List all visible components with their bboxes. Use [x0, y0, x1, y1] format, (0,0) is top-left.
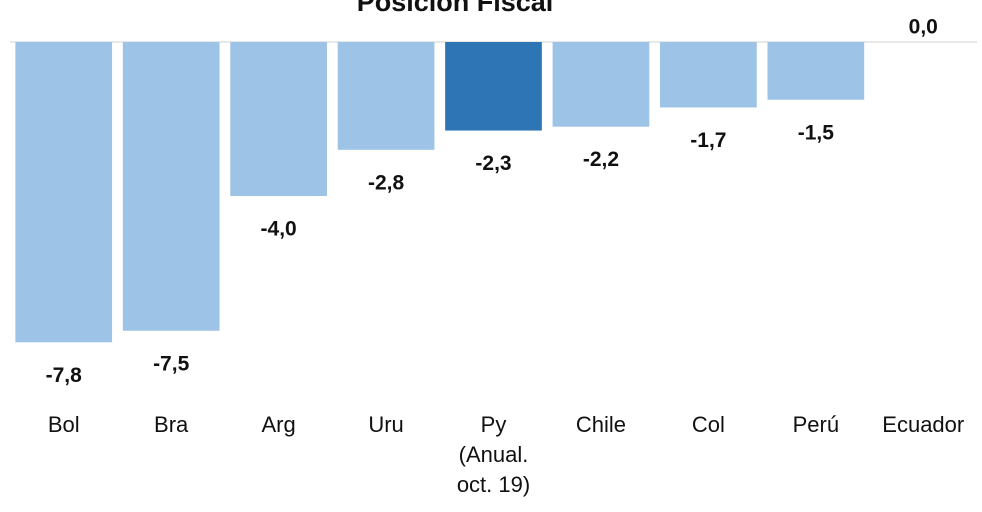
- data-label: -2,3: [475, 152, 511, 175]
- x-tick-label: Perú: [792, 412, 840, 437]
- x-tick-label: Bra: [154, 412, 189, 437]
- bar: [552, 42, 650, 127]
- data-label: -2,8: [368, 171, 405, 194]
- bar: [15, 42, 113, 343]
- x-tick-label: Bol: [47, 412, 80, 437]
- bar: [445, 42, 542, 131]
- x-tick-label: Uru: [368, 412, 404, 437]
- data-label: -4,0: [261, 218, 297, 241]
- bar: [230, 42, 327, 196]
- bar: [122, 42, 220, 331]
- bar: [337, 42, 435, 150]
- x-tick-label: Arg: [261, 412, 296, 437]
- x-tick-label: Col: [691, 412, 725, 437]
- data-label: -7,5: [153, 352, 190, 375]
- bar: [660, 42, 757, 108]
- chart-title: Posición Fiscal: [357, 0, 554, 17]
- bar: [767, 42, 865, 100]
- x-tick-label: Chile: [575, 412, 626, 437]
- data-label: -1,7: [690, 129, 726, 152]
- data-label: -7,8: [46, 364, 83, 387]
- data-label: -1,5: [798, 121, 835, 144]
- x-tick-label: Py (Anual. oct. 19): [456, 412, 531, 497]
- data-label: -2,2: [583, 148, 619, 171]
- data-label: 0,0: [909, 16, 938, 39]
- x-tick-label: Ecuador: [882, 412, 965, 437]
